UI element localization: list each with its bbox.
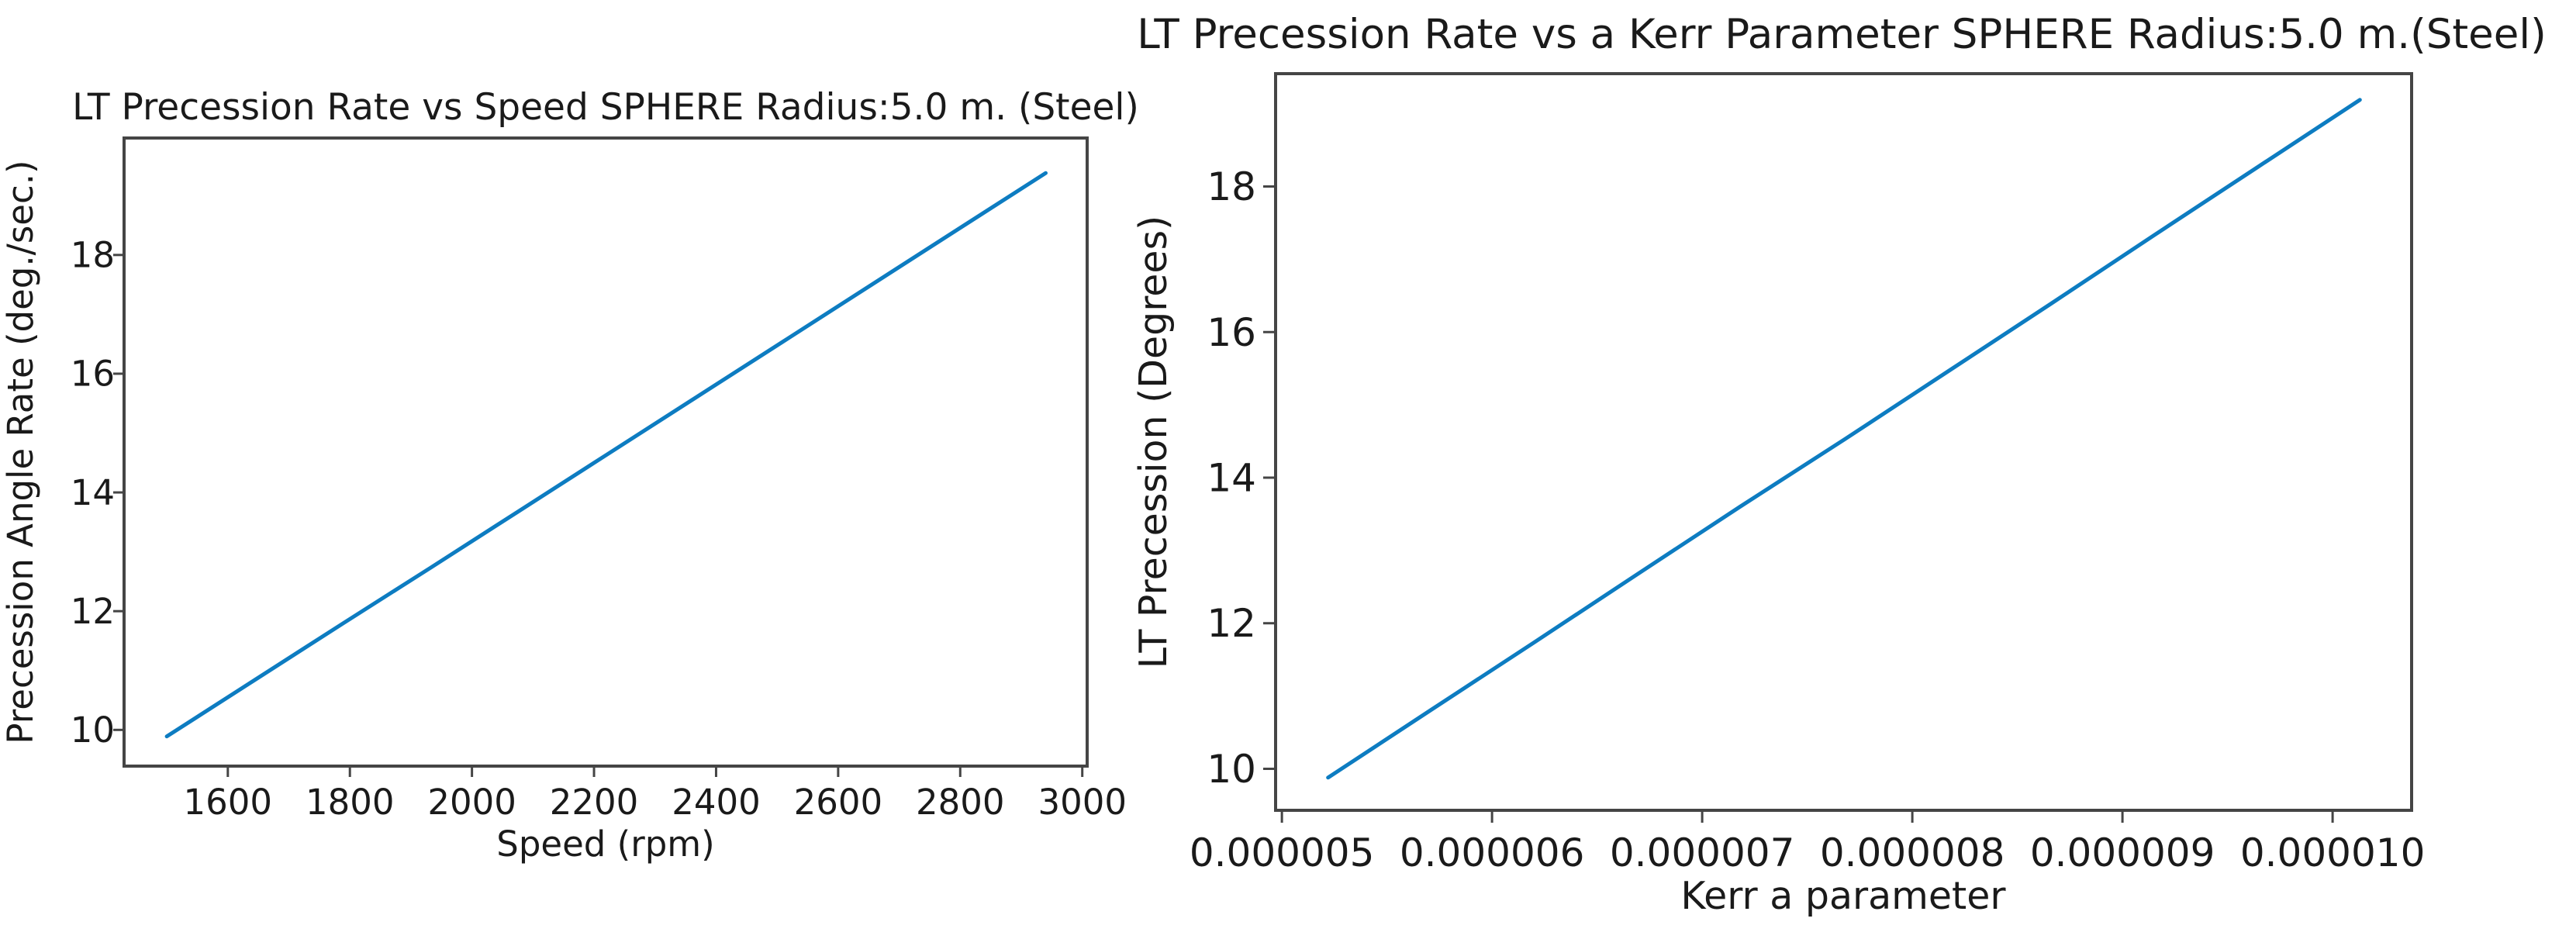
x-tick-label: 1800 (306, 782, 395, 823)
x-tick-label: 0.000010 (2240, 830, 2426, 875)
x-tick-label: 0.000007 (1610, 830, 1795, 875)
y-tick-label: 14 (71, 472, 115, 513)
x-tick-label: 2400 (672, 782, 761, 823)
x-tick-label: 2800 (916, 782, 1005, 823)
right-chart: 0.000005 0.000006 0.000007 0.000008 0.000009… (1131, 11, 2547, 918)
left-y-axis-label: Precession Angle Rate (deg./sec.) (0, 160, 41, 744)
right-x-axis-label: Kerr a parameter (1680, 874, 2006, 918)
y-tick-label: 14 (1207, 455, 1256, 500)
x-tick-label: 1600 (184, 782, 273, 823)
x-tick-label: 2000 (427, 782, 516, 823)
data-line (1326, 98, 2362, 780)
right-y-axis-label: LT Precession (Degrees) (1131, 216, 1176, 668)
x-tick-label: 2200 (550, 782, 639, 823)
y-tick-label: 12 (71, 591, 115, 632)
right-chart-title: LT Precession Rate vs a Kerr Parameter S… (1137, 11, 2547, 58)
x-tick-label: 0.000008 (1820, 830, 2005, 875)
x-tick-label: 0.000005 (1190, 830, 1375, 875)
left-plot-area: 1600 1800 2000 2200 2400 2600 2800 3000 10 12 14 16… (71, 136, 1127, 823)
y-tick-label: 18 (1207, 164, 1256, 209)
x-tick-label: 0.000006 (1400, 830, 1585, 875)
left-chart: 1600 1800 2000 2200 2400 2600 2800 3000 10 12 14 16… (0, 86, 1139, 865)
y-tick-label: 16 (1207, 310, 1256, 355)
y-tick-label: 10 (71, 710, 115, 751)
y-tick-label: 18 (71, 235, 115, 276)
y-tick-label: 10 (1207, 747, 1256, 792)
data-line (164, 171, 1048, 739)
left-x-axis-label: Speed (rpm) (496, 823, 714, 865)
y-tick-label: 12 (1207, 601, 1256, 646)
right-plot-area: 0.000005 0.000006 0.000007 0.000008 0.000009… (1190, 72, 2426, 875)
x-tick-label: 3000 (1038, 782, 1127, 823)
y-tick-label: 16 (71, 354, 115, 395)
x-tick-label: 0.000009 (2030, 830, 2215, 875)
left-chart-title: LT Precession Rate vs Speed SPHERE Radiu… (72, 86, 1139, 129)
x-tick-label: 2600 (794, 782, 883, 823)
